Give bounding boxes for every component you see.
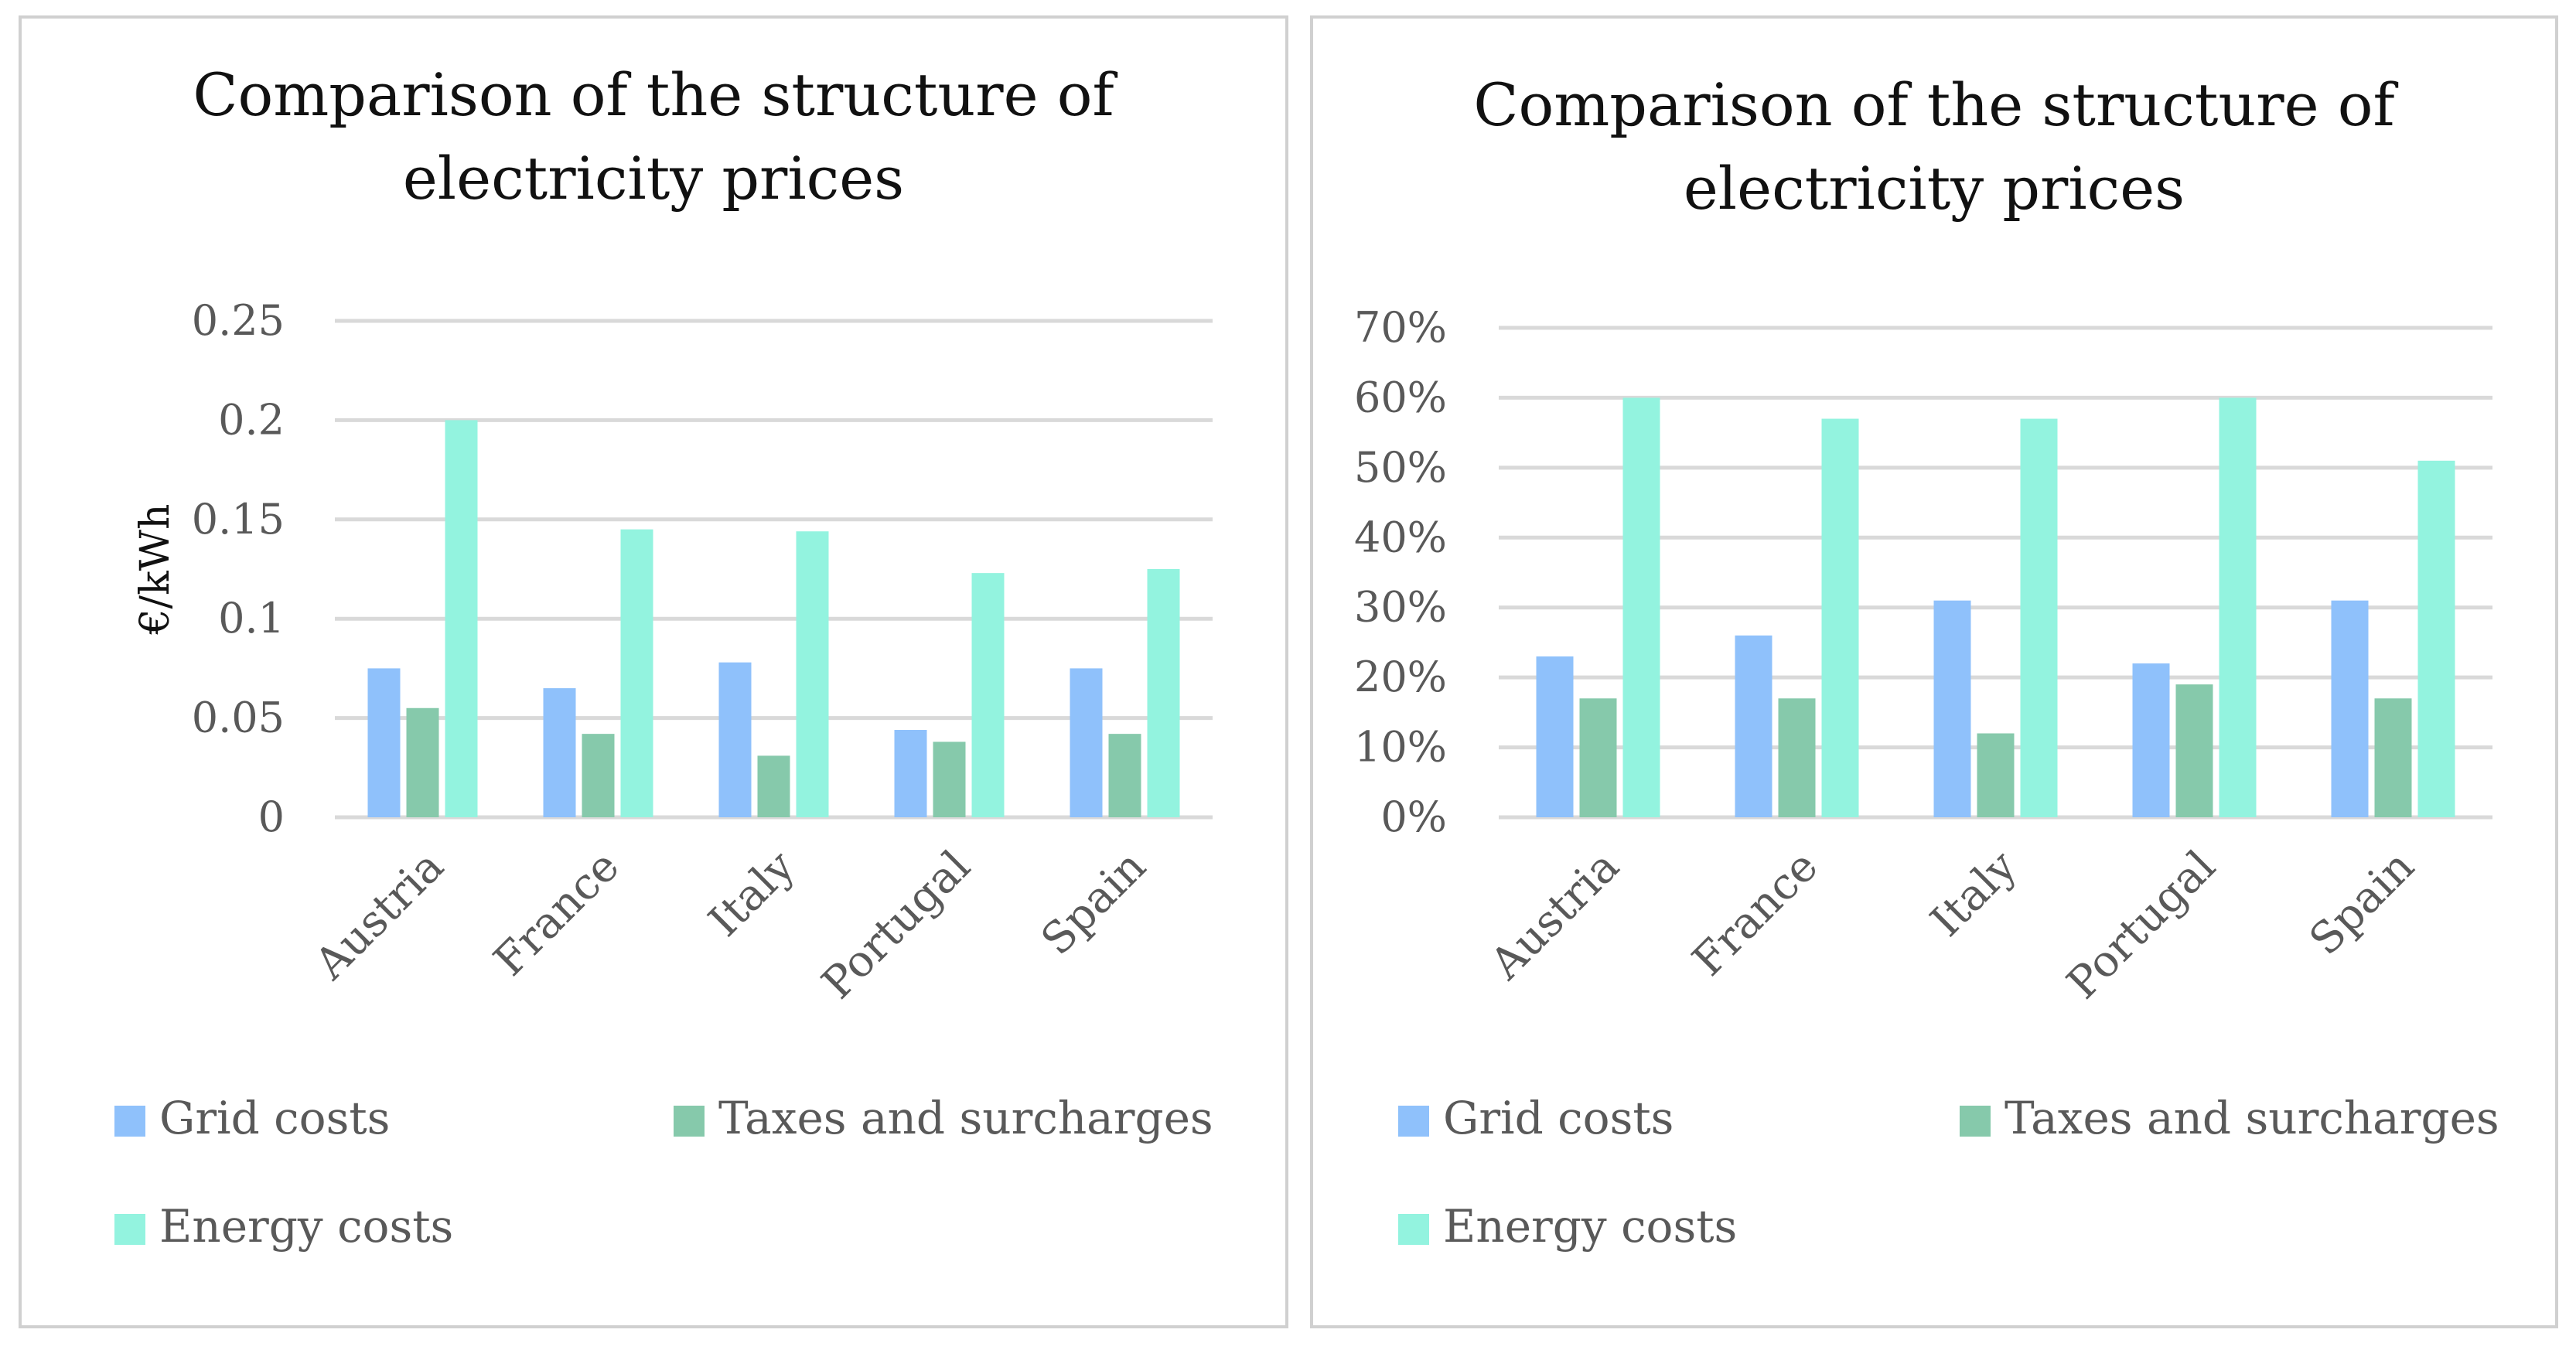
bar-energy-costs-italy — [796, 531, 829, 817]
bar-taxes-and-surcharges-spain — [2374, 698, 2412, 817]
y-tick-label: 60% — [1354, 373, 1447, 421]
bar-taxes-and-surcharges-france — [582, 734, 615, 817]
y-axis-label: €/kWh — [132, 503, 179, 635]
bar-grid-costs-italy — [1933, 600, 1971, 817]
bar-taxes-and-surcharges-portugal — [2175, 684, 2213, 817]
bar-grid-costs-austria — [1536, 656, 1574, 817]
bar-taxes-and-surcharges-france — [1778, 698, 1816, 817]
chart-title-line: Comparison of the structure of — [193, 60, 1117, 129]
legend-swatch — [114, 1106, 145, 1137]
chart-panel-absolute-prices: Comparison of the structure of electricit… — [19, 15, 1288, 1328]
x-tick-label: France — [484, 841, 629, 986]
bar-energy-costs-austria — [1622, 397, 1660, 817]
bar-energy-costs-portugal — [971, 573, 1005, 817]
bar-taxes-and-surcharges-austria — [1579, 698, 1617, 817]
bar-grid-costs-austria — [367, 668, 401, 817]
x-tick-label: France — [1683, 841, 1827, 986]
bar-grid-costs-france — [543, 688, 576, 817]
chart-title-line: electricity prices — [403, 144, 904, 213]
legend-label: Grid costs — [1443, 1092, 1674, 1144]
y-tick-label: 50% — [1354, 443, 1447, 492]
bar-taxes-and-surcharges-italy — [1977, 733, 2015, 817]
chart-title-line: electricity prices — [1684, 154, 2185, 223]
bar-energy-costs-portugal — [2219, 397, 2257, 817]
y-tick-label: 0% — [1380, 793, 1447, 841]
bar-grid-costs-portugal — [2132, 663, 2170, 817]
x-tick-label: Portugal — [2058, 841, 2226, 1009]
chart-price-shares: Comparison of the structure of electricit… — [1354, 70, 2499, 1253]
y-tick-label: 70% — [1354, 303, 1447, 352]
chart-panel-price-shares: Comparison of the structure of electricit… — [1310, 15, 2558, 1328]
legend-label: Grid costs — [159, 1092, 390, 1144]
legend-label: Taxes and surcharges — [718, 1092, 1213, 1144]
y-tick-label: 0.1 — [218, 594, 285, 643]
bar-grid-costs-spain — [1070, 668, 1103, 817]
x-tick-label: Italy — [699, 841, 804, 946]
legend-swatch — [1960, 1106, 1991, 1137]
bar-energy-costs-italy — [2020, 418, 2058, 817]
legend-label: Taxes and surcharges — [2005, 1092, 2499, 1144]
legend-swatch — [674, 1106, 705, 1137]
bar-energy-costs-spain — [1147, 569, 1180, 817]
bar-grid-costs-france — [1735, 635, 1772, 817]
bar-grid-costs-portugal — [894, 730, 927, 817]
legend-swatch — [114, 1214, 145, 1245]
x-tick-label: Italy — [1921, 841, 2026, 946]
x-tick-label: Spain — [2300, 841, 2424, 965]
bar-taxes-and-surcharges-austria — [406, 707, 439, 817]
y-tick-label: 20% — [1354, 653, 1447, 701]
x-tick-label: Austria — [1480, 841, 1629, 990]
y-tick-label: 10% — [1354, 723, 1447, 772]
x-tick-label: Portugal — [813, 841, 981, 1009]
bar-taxes-and-surcharges-italy — [757, 755, 790, 817]
y-tick-label: 0.2 — [218, 395, 285, 444]
y-tick-label: 0 — [258, 793, 285, 841]
chart-absolute-prices: Comparison of the structure of electricit… — [114, 60, 1213, 1253]
bar-taxes-and-surcharges-spain — [1108, 734, 1141, 817]
bar-energy-costs-france — [1821, 418, 1859, 817]
bar-grid-costs-spain — [2331, 600, 2369, 817]
bar-energy-costs-austria — [445, 420, 478, 817]
bar-grid-costs-italy — [718, 662, 752, 817]
y-tick-label: 40% — [1354, 513, 1447, 561]
y-tick-label: 0.15 — [192, 495, 285, 544]
legend-swatch — [1398, 1106, 1429, 1137]
y-tick-label: 0.05 — [192, 694, 285, 742]
legend-swatch — [1398, 1214, 1429, 1245]
y-tick-label: 30% — [1354, 583, 1447, 632]
x-tick-label: Austria — [305, 841, 453, 990]
bar-energy-costs-france — [620, 529, 653, 817]
bar-energy-costs-spain — [2417, 460, 2455, 817]
legend-label: Energy costs — [1443, 1200, 1737, 1253]
legend-label: Energy costs — [159, 1200, 453, 1253]
chart-title-line: Comparison of the structure of — [1473, 70, 2398, 139]
bar-taxes-and-surcharges-portugal — [933, 741, 966, 817]
x-tick-label: Spain — [1032, 841, 1155, 965]
y-tick-label: 0.25 — [192, 296, 285, 345]
